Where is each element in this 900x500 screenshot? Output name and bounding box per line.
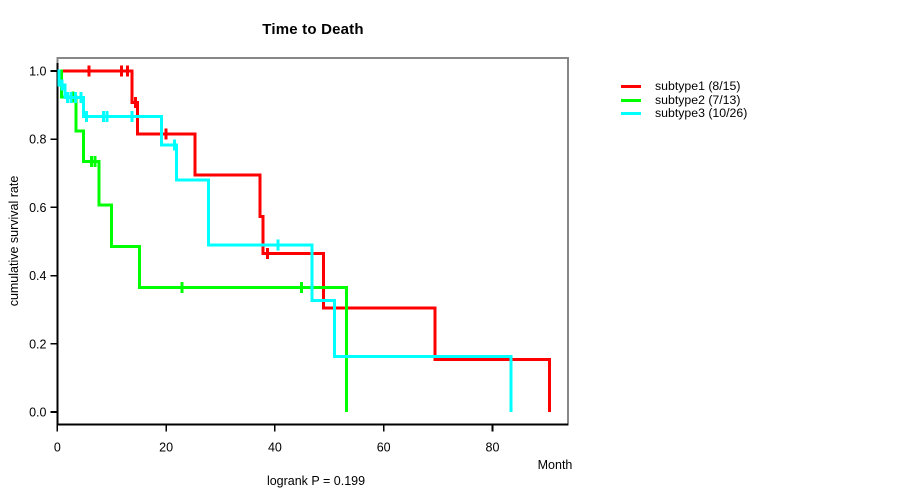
legend-label: subtype3 (10/26) [655, 105, 748, 120]
legend-label: subtype1 (8/15) [655, 79, 741, 94]
plot-box [56, 57, 569, 426]
legend: subtype1 (8/15) subtype2 (7/13) subtype3 (… [621, 80, 747, 120]
legend-line-swatch [621, 111, 641, 115]
x-tick-label: 40 [268, 441, 282, 455]
legend-label: subtype2 (7/13) [655, 92, 741, 107]
x-tick-label: 0 [54, 441, 61, 455]
x-tick-label: 80 [486, 441, 500, 455]
legend-line-swatch [621, 98, 641, 102]
legend-item: subtype1 (8/15) [621, 80, 747, 93]
y-tick-label: 0.8 [29, 133, 46, 147]
logrank-annotation: logrank P = 0.199 [266, 474, 366, 488]
y-tick-label: 0.6 [29, 201, 46, 215]
legend-item: subtype2 (7/13) [621, 93, 747, 106]
x-axis-label: Month [537, 458, 573, 472]
y-tick-label: 0.0 [29, 406, 46, 420]
plot-title: Time to Death [262, 21, 364, 38]
y-tick-label: 0.4 [29, 269, 46, 283]
x-tick-label: 60 [377, 441, 391, 455]
legend-line-swatch [621, 85, 641, 89]
legend-item: subtype3 (10/26) [621, 105, 748, 120]
x-tick-label: 20 [159, 441, 173, 455]
survival-curve [57, 69, 552, 412]
y-tick-label: 0.2 [29, 337, 46, 351]
survival-curve [57, 69, 349, 412]
survival-curve [57, 69, 513, 412]
y-tick-label: 1.0 [29, 65, 46, 79]
